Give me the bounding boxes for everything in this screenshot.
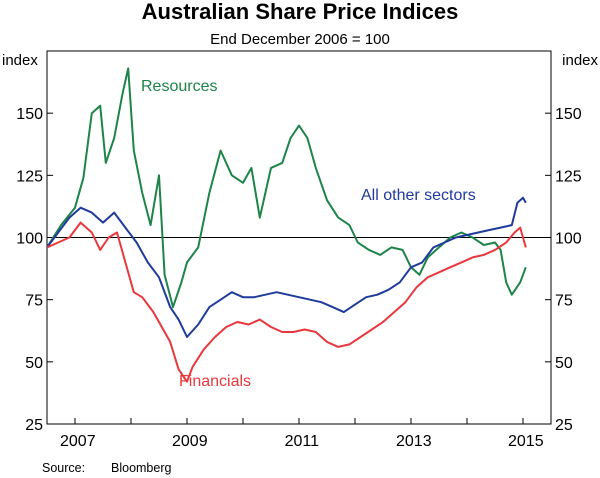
x-tick-label: 2011 — [285, 433, 320, 450]
series-label-resources: Resources — [141, 78, 217, 95]
series-label-all-other-sectors: All other sectors — [361, 187, 476, 204]
source-label: Source: — [42, 461, 85, 475]
y-tick-label-right: 50 — [555, 355, 573, 372]
y-tick-label-left: 25 — [25, 417, 43, 434]
chart-subtitle: End December 2006 = 100 — [210, 31, 390, 48]
y-tick-label-left: 75 — [25, 293, 43, 310]
axis-tick-labels: 25 25 50 50 75 75 100 100 125 125 150 150 2007 2009 20… — [16, 106, 582, 450]
x-tick-label: 2007 — [60, 433, 96, 450]
series-line-all-other-sectors — [46, 196, 527, 338]
axis-ticks — [47, 112, 551, 425]
source-value: Bloomberg — [111, 461, 171, 475]
x-tick-label: 2013 — [396, 433, 432, 450]
x-tick-label: 2015 — [508, 433, 544, 450]
y-tick-label-left: 150 — [16, 106, 43, 123]
series-line-resources — [46, 67, 527, 309]
right-axis-unit: index — [562, 52, 598, 69]
y-tick-label-left: 125 — [16, 168, 43, 185]
y-tick-label-right: 75 — [555, 293, 573, 310]
y-tick-label-left: 50 — [25, 355, 43, 372]
y-tick-label-right: 125 — [555, 168, 582, 185]
y-tick-label-left: 100 — [16, 231, 43, 248]
series-label-financials: Financials — [179, 373, 251, 390]
y-tick-label-right: 100 — [555, 231, 582, 248]
y-tick-label-right: 25 — [555, 417, 573, 434]
series-line-financials — [46, 221, 527, 383]
chart-title: Australian Share Price Indices — [142, 0, 459, 24]
y-tick-label-right: 150 — [555, 106, 582, 123]
series-lines — [46, 67, 527, 383]
left-axis-unit: index — [2, 52, 38, 69]
x-tick-label: 2009 — [172, 433, 208, 450]
